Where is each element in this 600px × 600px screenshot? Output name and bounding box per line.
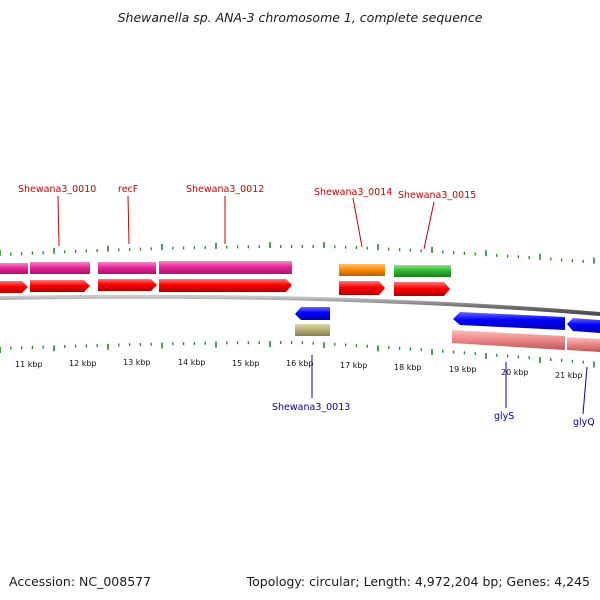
reverse-label-group: Shewana3_0013 glyS glyQ bbox=[272, 355, 595, 428]
cds-arrow-shewana3-0015[interactable] bbox=[394, 282, 450, 296]
gene-block-shewana3-0009[interactable] bbox=[0, 263, 28, 274]
lower-tick-marks bbox=[0, 341, 595, 368]
gene-block-shewana3-0010[interactable] bbox=[30, 262, 90, 274]
reverse-gene-track bbox=[295, 324, 600, 352]
reverse-cds-track bbox=[295, 307, 600, 333]
gene-label-shewana3-0014[interactable]: Shewana3_0014 bbox=[314, 187, 392, 198]
gene-block-shewana3-0012[interactable] bbox=[159, 261, 292, 274]
forward-label-group: Shewana3_0010 recF Shewana3_0012 Shewana… bbox=[18, 184, 476, 250]
tick-label: 15 kbp bbox=[232, 359, 260, 368]
gene-label-shewana3-0013[interactable]: Shewana3_0013 bbox=[272, 402, 350, 413]
accession-text: Accession: NC_008577 bbox=[9, 574, 152, 589]
chromosome-backbone bbox=[0, 294, 600, 316]
tick-label: 18 kbp bbox=[394, 363, 422, 372]
label-leader-line bbox=[352, 197, 363, 248]
tick-label: 12 kbp bbox=[69, 359, 97, 368]
gene-label-shewana3-0015[interactable]: Shewana3_0015 bbox=[398, 190, 476, 201]
forward-cds-track bbox=[0, 279, 450, 296]
gene-label-glys[interactable]: glyS bbox=[494, 411, 514, 422]
tick-label: 16 kbp bbox=[286, 359, 314, 368]
forward-gene-track bbox=[0, 261, 451, 277]
cds-arrow-shewana3-0009[interactable] bbox=[0, 281, 28, 293]
label-leader-line bbox=[582, 366, 588, 415]
tick-label: 21 kbp bbox=[555, 371, 583, 380]
label-leader-line bbox=[423, 201, 435, 250]
gene-block-shewana3-0014[interactable] bbox=[339, 264, 385, 276]
tick-label-group: 11 kbp 12 kbp 13 kbp 14 kbp 15 kbp 16 kb… bbox=[15, 358, 583, 380]
tick-label: 20 kbp bbox=[501, 368, 529, 377]
gene-label-glyq[interactable]: glyQ bbox=[573, 417, 595, 428]
tick-label: 11 kbp bbox=[15, 360, 43, 369]
upper-tick-marks bbox=[0, 242, 595, 264]
cds-arrow-glyq[interactable] bbox=[567, 318, 600, 333]
topology-text: Topology: circular; Length: 4,972,204 bp… bbox=[246, 574, 590, 589]
label-leader-line bbox=[57, 195, 60, 247]
gene-block-shewana3-0013[interactable] bbox=[295, 324, 330, 336]
gene-label-shewana3-0012[interactable]: Shewana3_0012 bbox=[186, 184, 264, 195]
map-title: Shewanella sp. ANA-3 chromosome 1, compl… bbox=[117, 10, 483, 25]
gene-block-recf[interactable] bbox=[98, 262, 156, 274]
cds-arrow-recf[interactable] bbox=[98, 279, 157, 291]
gene-label-recf[interactable]: recF bbox=[118, 184, 138, 195]
tick-label: 19 kbp bbox=[449, 365, 477, 374]
gene-block-glyq[interactable] bbox=[567, 337, 600, 352]
cds-arrow-glys[interactable] bbox=[453, 312, 565, 330]
gene-block-shewana3-0015[interactable] bbox=[394, 265, 451, 277]
tick-label: 14 kbp bbox=[178, 358, 206, 367]
label-leader-line bbox=[127, 195, 130, 245]
cds-arrow-shewana3-0013[interactable] bbox=[295, 307, 330, 320]
gene-block-glys[interactable] bbox=[452, 330, 565, 350]
tick-label: 13 kbp bbox=[123, 358, 151, 367]
cds-arrow-shewana3-0010[interactable] bbox=[30, 280, 90, 292]
gene-label-shewana3-0010[interactable]: Shewana3_0010 bbox=[18, 184, 96, 195]
cds-arrow-shewana3-0012[interactable] bbox=[159, 279, 292, 292]
cds-arrow-shewana3-0014[interactable] bbox=[339, 281, 385, 295]
tick-label: 17 kbp bbox=[340, 361, 368, 370]
